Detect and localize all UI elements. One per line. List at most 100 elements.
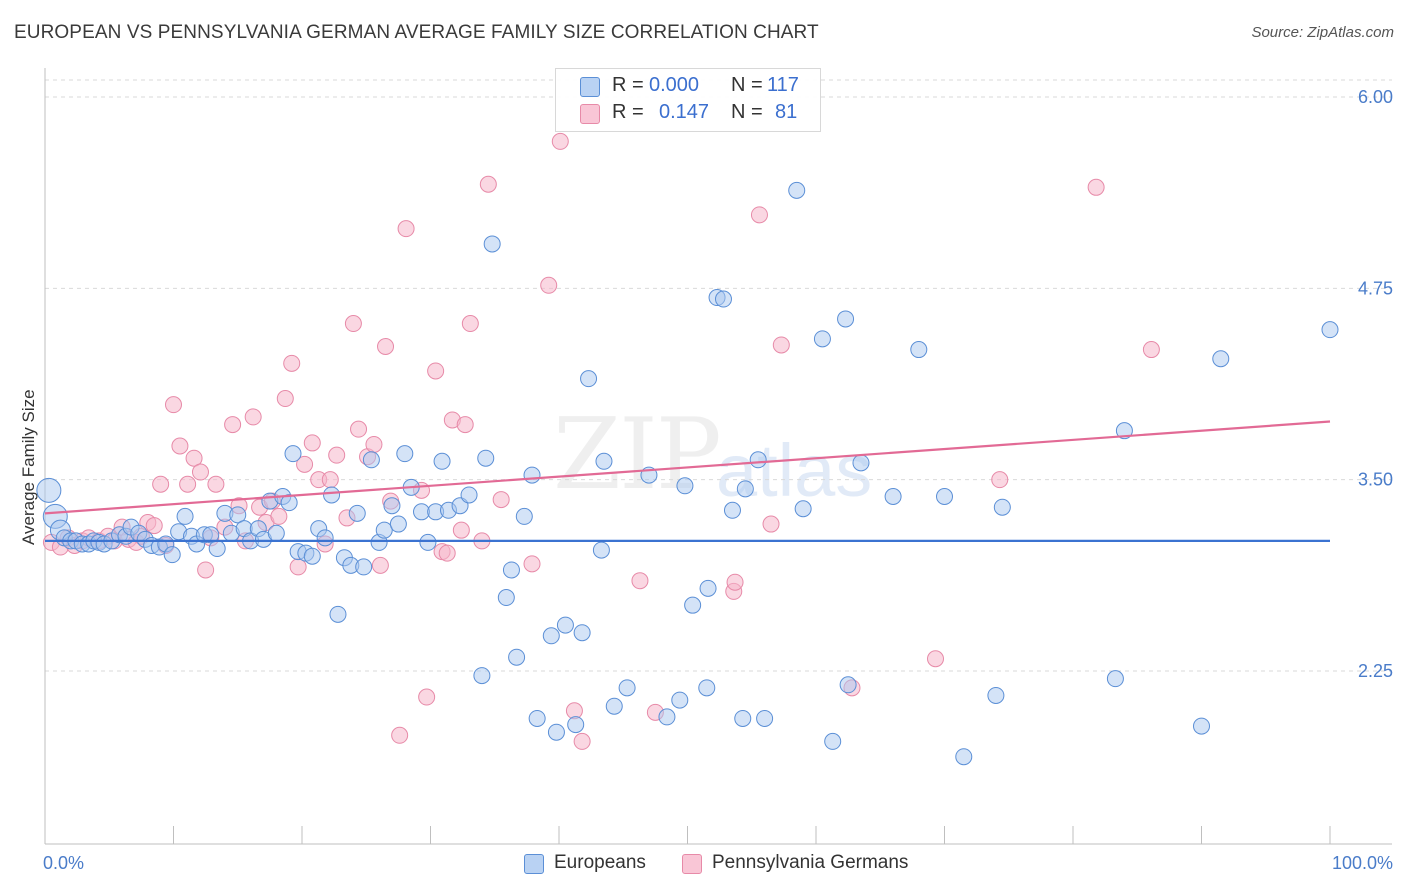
data-point-european	[852, 454, 870, 472]
data-point-european	[375, 521, 393, 539]
data-point-pennsylvania-german	[303, 434, 321, 452]
y-tick-label: 6.00	[1358, 87, 1393, 107]
bottom-legend-label: Europeans	[554, 852, 646, 873]
data-point-european	[323, 486, 341, 504]
data-point-european	[202, 526, 220, 544]
series-europeans	[36, 181, 1339, 766]
data-point-pennsylvania-german	[479, 175, 497, 193]
data-point-pennsylvania-german	[927, 650, 945, 668]
trend-lines	[44, 420, 1331, 542]
axes	[44, 68, 1392, 845]
data-point-european	[348, 504, 366, 522]
chart-title: EUROPEAN VS PENNSYLVANIA GERMAN AVERAGE …	[14, 22, 819, 43]
data-point-pennsylvania-german	[461, 315, 479, 333]
data-point-european	[163, 546, 181, 564]
data-point-pennsylvania-german	[350, 420, 368, 438]
grid-lines	[45, 79, 1392, 672]
legend-n-value: 117	[767, 74, 799, 96]
data-point-european	[955, 748, 973, 766]
data-point-european	[1106, 670, 1124, 688]
data-point-european	[502, 561, 520, 579]
data-point-european	[433, 452, 451, 470]
trend-line-pennsylvania-germans	[44, 420, 1331, 515]
data-point-european	[1212, 350, 1230, 368]
data-point-european	[383, 497, 401, 515]
data-point-european	[176, 507, 194, 525]
data-point-pennsylvania-german	[197, 561, 215, 579]
data-point-european	[736, 480, 754, 498]
data-point-european	[229, 506, 247, 524]
y-tick-label: 2.25	[1358, 661, 1393, 681]
data-point-european	[734, 709, 752, 727]
legend: R = 0.000 N = 117 R = 0.147 N = 81	[555, 68, 821, 132]
data-point-european	[936, 488, 953, 506]
data-point-european	[837, 310, 855, 328]
data-point-pennsylvania-german	[207, 475, 225, 493]
data-point-european	[36, 477, 62, 503]
legend-n-label: N =	[731, 74, 763, 96]
data-point-pennsylvania-german	[438, 544, 456, 562]
y-axis-label: Average Family Size	[19, 389, 38, 545]
data-point-european	[329, 605, 347, 623]
data-point-pennsylvania-german	[283, 354, 301, 372]
data-point-pennsylvania-german	[244, 408, 262, 426]
data-point-european	[839, 676, 857, 694]
data-point-european	[605, 697, 623, 715]
data-point-european	[460, 486, 478, 504]
data-point-pennsylvania-german	[270, 507, 288, 525]
data-point-pennsylvania-german	[492, 491, 510, 509]
data-point-pennsylvania-german	[377, 337, 395, 355]
data-point-pennsylvania-german	[171, 437, 189, 455]
x-tick-label: 0.0%	[43, 853, 84, 873]
data-point-pennsylvania-german	[456, 416, 474, 434]
data-point-european	[714, 290, 732, 308]
data-point-pennsylvania-german	[276, 390, 294, 408]
y-tick-label: 3.50	[1358, 470, 1393, 490]
watermark-zip: ZIP	[553, 398, 722, 512]
data-point-european	[508, 648, 526, 666]
data-point-pennsylvania-german	[179, 475, 197, 493]
data-point-european	[684, 596, 702, 614]
data-point-pennsylvania-german	[762, 515, 780, 533]
data-point-pennsylvania-german	[631, 572, 649, 590]
data-point-european	[542, 627, 560, 645]
data-point-pennsylvania-german	[427, 362, 445, 380]
data-point-european	[910, 341, 928, 359]
data-point-pennsylvania-german	[365, 435, 383, 453]
data-point-pennsylvania-german	[726, 573, 744, 591]
data-point-european	[723, 501, 741, 519]
data-point-european	[547, 723, 565, 741]
data-point-pennsylvania-german	[397, 220, 415, 238]
data-point-european	[473, 667, 491, 685]
data-point-european	[567, 716, 585, 734]
data-point-european	[699, 579, 717, 597]
legend-n-value: 81	[775, 101, 798, 123]
legend-r-value: 0.000	[649, 74, 700, 96]
legend-swatch-pink	[580, 104, 600, 124]
data-point-pennsylvania-german	[523, 555, 541, 573]
data-point-european	[658, 708, 676, 726]
bottom-legend-swatch-blue	[524, 854, 544, 874]
data-point-european	[698, 679, 716, 697]
data-point-pennsylvania-german	[772, 336, 790, 354]
data-point-european	[788, 181, 806, 199]
data-point-european	[573, 624, 591, 642]
x-tick-label: 100.0%	[1332, 853, 1393, 873]
data-point-european	[483, 235, 501, 253]
source-label: Source: ZipAtlas.com	[1251, 24, 1394, 41]
watermark-atlas: atlas	[716, 429, 873, 512]
legend-r-value: 0.147	[659, 101, 710, 123]
data-point-pennsylvania-german	[991, 471, 1009, 489]
data-point-european	[618, 679, 636, 697]
data-point-european	[523, 466, 541, 484]
data-point-european	[756, 709, 774, 727]
data-point-european	[556, 616, 574, 634]
data-point-european	[284, 445, 302, 463]
data-point-european	[362, 451, 380, 469]
data-point-european	[987, 686, 1005, 704]
data-point-european	[316, 529, 334, 547]
bottom-legend-swatch-pink	[682, 854, 702, 874]
data-point-pennsylvania-german	[551, 132, 569, 150]
legend-r-label: R =	[612, 101, 644, 123]
